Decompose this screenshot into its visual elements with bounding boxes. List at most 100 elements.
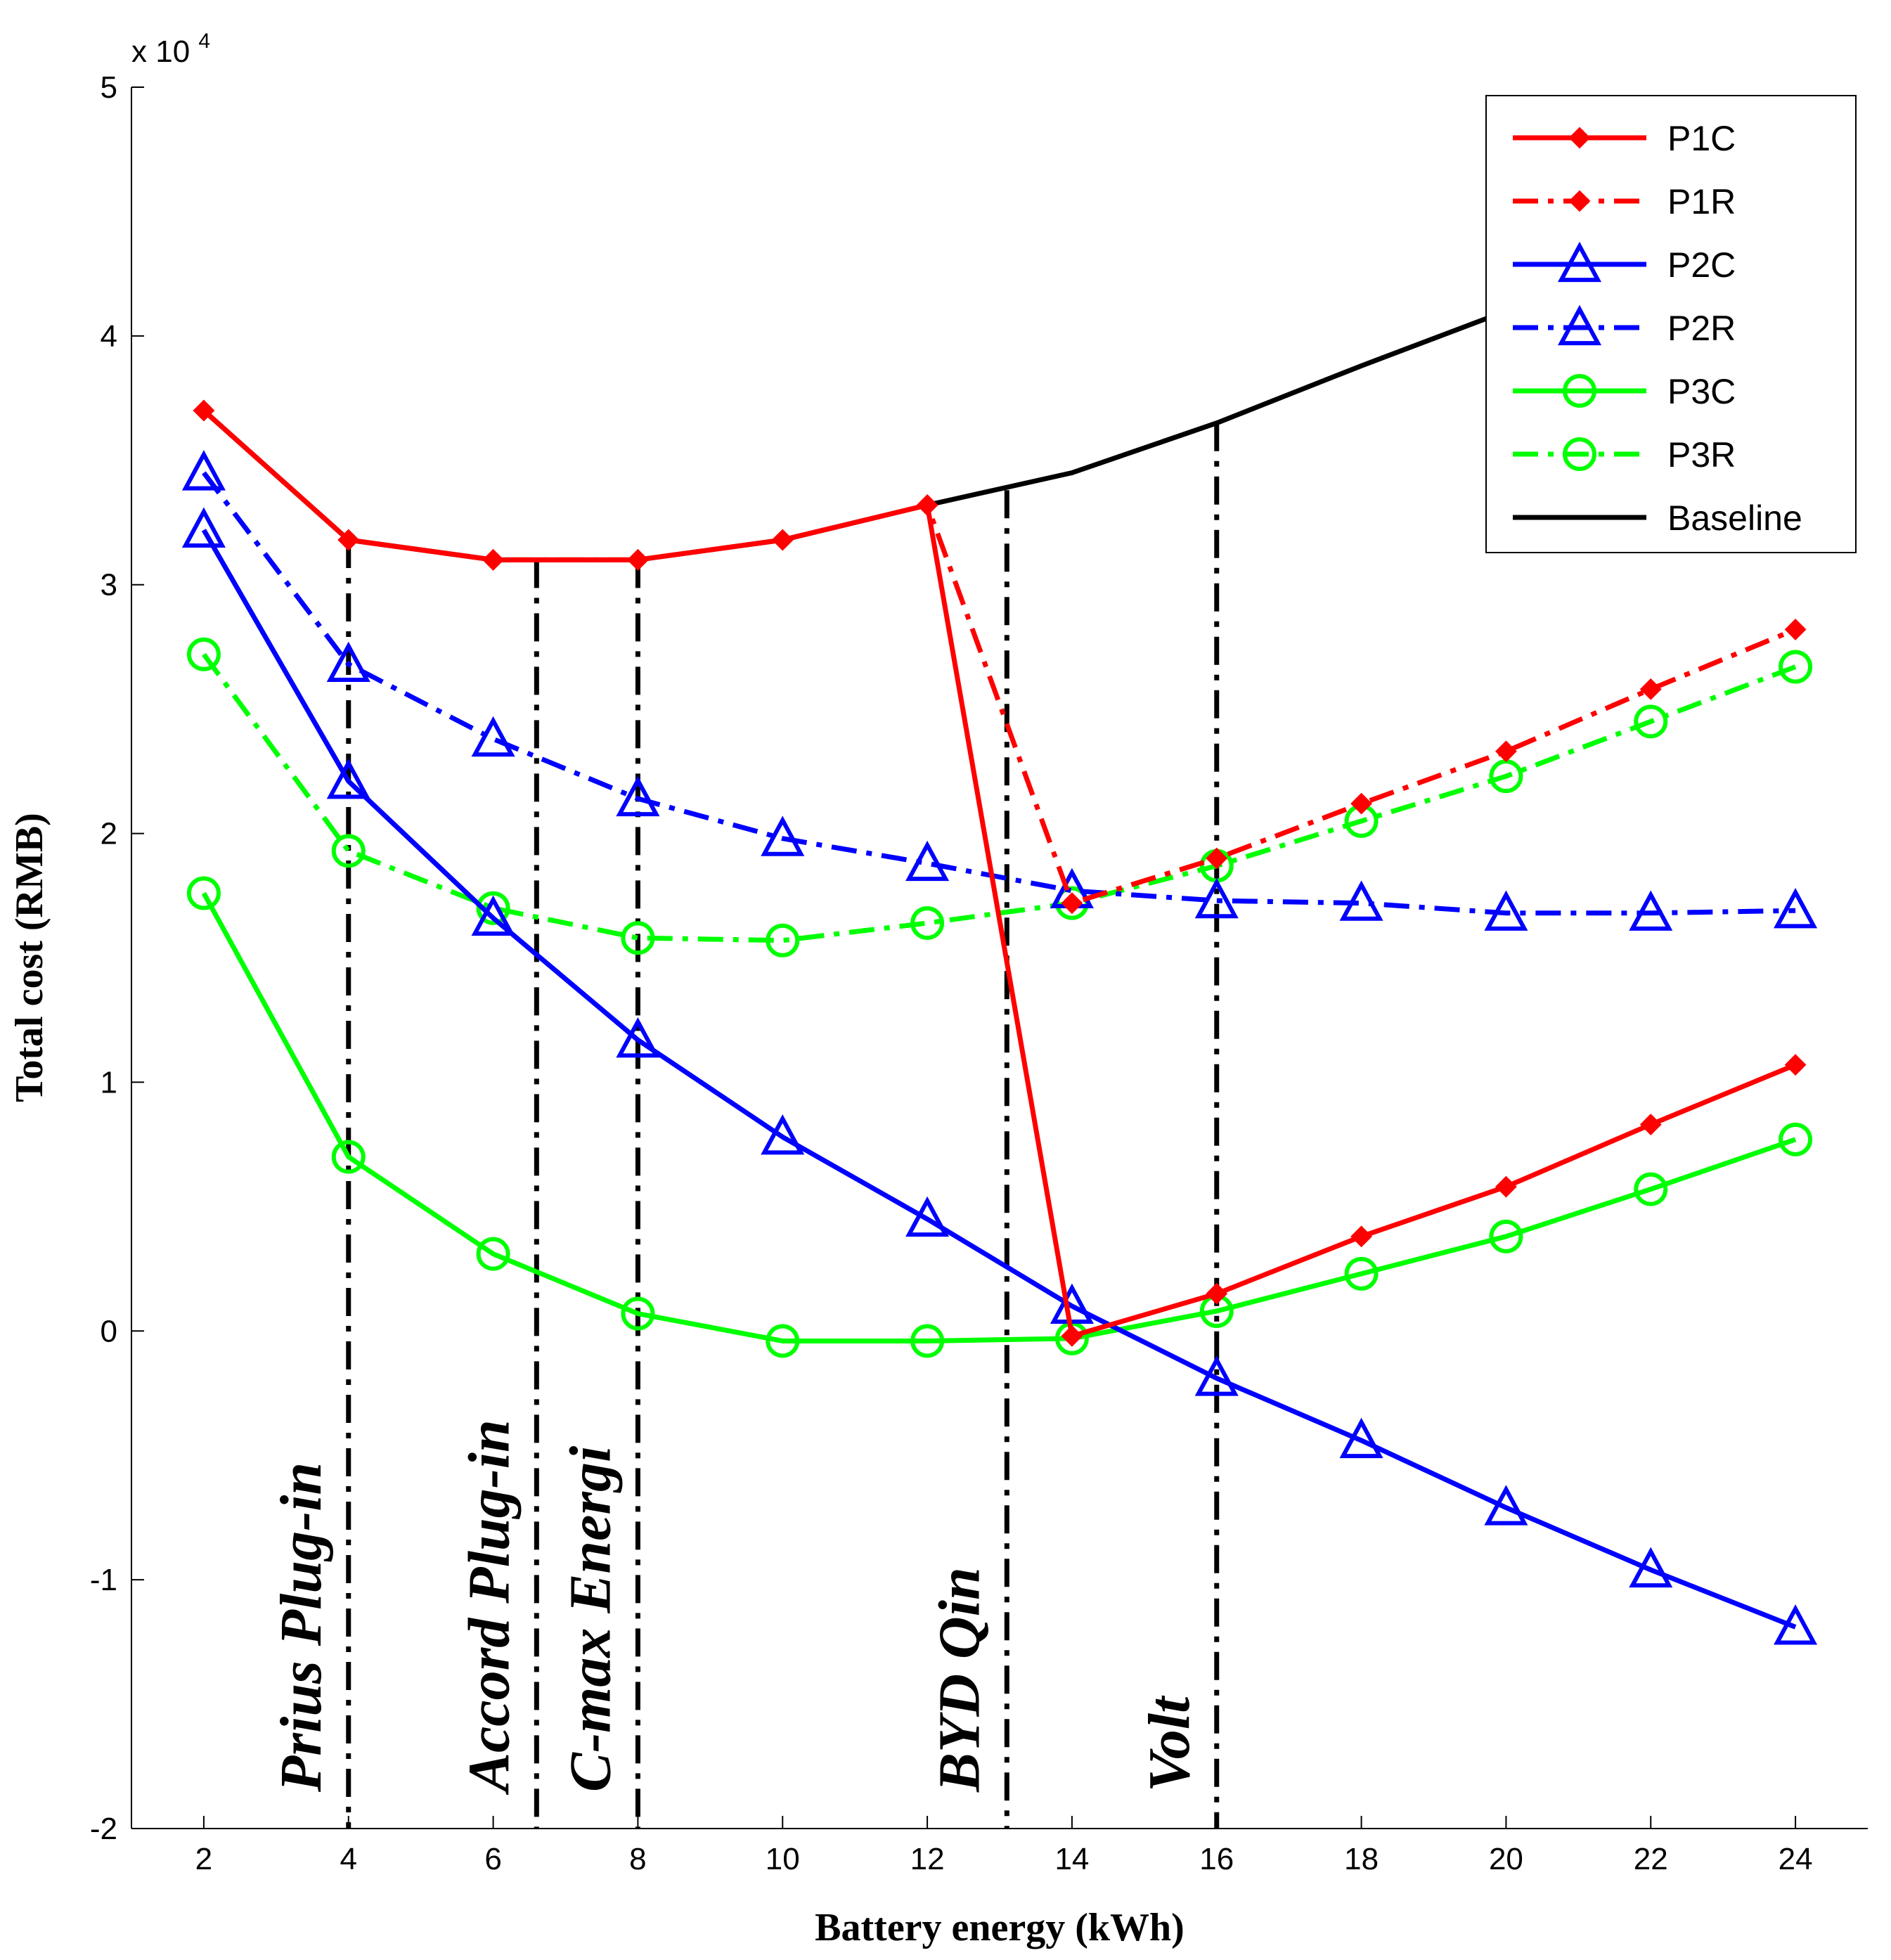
legend-item-p3r: P3R [1513,435,1736,475]
series-p3c [186,876,1813,1358]
data-point-p1c [1350,1225,1372,1248]
x-tick-label: 2 [195,1842,212,1876]
legend-item-p1c: P1C [1513,119,1736,158]
data-point-p2r [181,450,226,491]
legend-label-p2c: P2C [1667,245,1736,285]
data-point-p3c [910,1324,945,1358]
vehicle-marker-label: C-max Energi [557,1446,623,1792]
series-p2c [181,507,1818,1645]
y-tick-label: 5 [101,70,117,105]
series-line-p2r [202,471,1796,916]
x-tick-label: 18 [1344,1842,1379,1876]
data-point-p3r [766,923,800,958]
x-tick-label: 14 [1054,1842,1089,1876]
data-point-p2r [1774,887,1818,929]
y-tick-label: 0 [101,1314,117,1348]
data-point-p1c [193,399,215,422]
vehicle-markers: Prius Plug-in Accord Plug-in C-max Energi B… [269,423,1220,1829]
data-point-p1c [916,494,938,516]
legend-label-baseline: Baseline [1667,498,1802,538]
series-line-p3c [201,891,1797,1343]
data-point-p2r [905,840,950,882]
data-point-p2c [471,895,515,936]
data-point-p1r [1350,792,1372,815]
legend: P1C P1R P2C P2R P3C P3R Baseline [1485,95,1857,553]
legend-marker-p1r [1568,190,1591,212]
y-tick-label: 4 [101,319,117,354]
data-point-p2c [905,1196,950,1237]
y-scale-base: x 10 [131,34,190,69]
legend-item-p2r: P2R [1513,304,1736,348]
vehicle-marker-label: Prius Plug-in [269,1462,334,1793]
data-point-p2r [616,775,660,817]
x-tick-label: 22 [1634,1842,1668,1876]
data-point-p3c [1634,1172,1668,1206]
x-tick-label: 12 [910,1842,945,1876]
y-ticks: -2 -1 0 1 2 3 4 5 [90,70,144,1846]
x-tick-label: 16 [1199,1842,1234,1876]
x-tick-label: 20 [1489,1842,1523,1876]
data-point-p1c [1061,1324,1083,1347]
data-point-p3r [186,637,221,671]
x-ticks: 2 4 6 8 10 12 14 16 18 20 22 24 [195,1816,1813,1876]
x-tick-label: 4 [340,1842,357,1876]
series-p1c [193,399,1807,1347]
data-point-p3r [1634,704,1668,739]
legend-box [1485,95,1857,553]
data-point-p3r [1779,650,1813,684]
legend-marker-p3c [1563,374,1596,408]
x-tick-label: 10 [766,1842,800,1876]
x-axis-title: Battery energy (kWh) [815,1906,1185,1949]
data-point-p3c [1489,1219,1523,1253]
data-point-p2r [471,716,515,757]
y-scale-label: x 10 4 [131,30,210,69]
legend-marker-p1c [1568,127,1591,149]
data-point-p1c [1206,1282,1228,1305]
y-tick-label: -1 [90,1563,117,1597]
data-point-p3c [331,1140,366,1174]
x-tick-label: 6 [484,1842,501,1876]
legend-label-p1c: P1C [1667,119,1736,158]
axes [131,87,1868,1829]
series-line-p1c [202,408,1797,1339]
data-point-p1c [1784,1054,1807,1076]
data-point-p2r [1339,880,1383,921]
series-line-p2c [201,529,1797,1630]
data-point-p2c [1339,1417,1383,1459]
data-point-p1r [1061,892,1083,915]
legend-marker-p2r [1557,304,1602,346]
data-point-p1c [627,548,649,571]
data-point-p3c [1344,1256,1379,1291]
data-point-p2r [326,641,370,683]
legend-item-p3c: P3C [1513,372,1736,411]
legend-marker-p3r [1563,437,1596,471]
data-point-p3c [186,876,221,910]
legend-label-p3c: P3C [1667,372,1736,411]
data-point-p1r [1784,618,1807,640]
data-point-p3c [766,1324,800,1358]
vehicle-marker-label: Accord Plug-in [456,1419,522,1795]
data-point-p2r [761,815,805,856]
data-point-p2c [1774,1604,1818,1645]
data-point-p3r [476,891,510,925]
legend-label-p1r: P1R [1667,182,1736,221]
data-point-p1r [1639,678,1662,700]
data-point-p2c [1629,1547,1673,1588]
legend-label-p2r: P2R [1667,309,1736,348]
data-point-p3c [476,1237,510,1271]
data-point-p3r [331,834,366,868]
data-point-p3c [1779,1122,1813,1156]
data-point-p1c [1495,1175,1517,1198]
data-point-p3r [621,921,655,955]
data-point-p2c [616,1017,660,1058]
x-tick-label: 24 [1779,1842,1813,1876]
data-point-p2c [761,1114,805,1155]
legend-item-baseline: Baseline [1513,498,1802,538]
x-tick-label: 8 [629,1842,646,1876]
data-point-p1r [1206,847,1228,870]
data-point-p2c [1194,1355,1239,1396]
legend-marker-p2c [1557,241,1602,283]
data-point-p1c [337,529,360,551]
data-point-p1c [771,529,794,551]
